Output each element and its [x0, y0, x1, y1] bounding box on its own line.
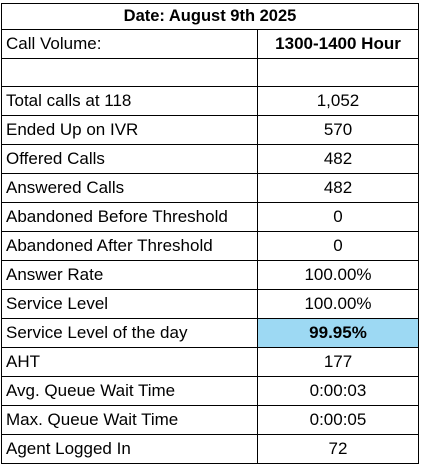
row-label: Service Level of the day [1, 318, 258, 348]
row-value: 72 [257, 434, 419, 464]
row-label: Avg. Queue Wait Time [1, 376, 258, 406]
row-label: Agent Logged In [1, 434, 258, 464]
row-value: 1,052 [257, 86, 419, 116]
row-value: 482 [257, 144, 419, 174]
row-label: Offered Calls [1, 144, 258, 174]
hour-range-header: 1300-1400 Hour [257, 29, 419, 59]
blank-cell [257, 58, 419, 87]
table-row-service-level: Service Level 100.00% [1, 289, 419, 319]
blank-cell [1, 58, 258, 87]
table-row-abandoned-before: Abandoned Before Threshold 0 [1, 202, 419, 232]
row-label: Abandoned After Threshold [1, 231, 258, 261]
row-label: AHT [1, 347, 258, 377]
row-label: Total calls at 118 [1, 86, 258, 116]
row-value: 177 [257, 347, 419, 377]
row-value: 100.00% [257, 289, 419, 319]
row-value: 570 [257, 115, 419, 145]
row-label: Answer Rate [1, 260, 258, 290]
table-row-agent-logged-in: Agent Logged In 72 [1, 434, 419, 464]
table-row-offered-calls: Offered Calls 482 [1, 144, 419, 174]
highlighted-value: 99.95% [257, 318, 419, 348]
row-value: 482 [257, 173, 419, 203]
table-row-total-calls: Total calls at 118 1,052 [1, 86, 419, 116]
table-row-max-queue-wait: Max. Queue Wait Time 0:00:05 [1, 405, 419, 435]
row-value: 0 [257, 202, 419, 232]
table-row-avg-queue-wait: Avg. Queue Wait Time 0:00:03 [1, 376, 419, 406]
call-volume-label: Call Volume: [1, 29, 258, 59]
header-row: Call Volume: 1300-1400 Hour [1, 29, 419, 59]
row-label: Ended Up on IVR [1, 115, 258, 145]
row-label: Answered Calls [1, 173, 258, 203]
table-row-service-level-day: Service Level of the day 99.95% [1, 318, 419, 348]
table-row-ended-on-ivr: Ended Up on IVR 570 [1, 115, 419, 145]
table-row-abandoned-after: Abandoned After Threshold 0 [1, 231, 419, 261]
table-row-aht: AHT 177 [1, 347, 419, 377]
row-value: 0:00:03 [257, 376, 419, 406]
row-label: Max. Queue Wait Time [1, 405, 258, 435]
call-volume-report-table: Date: August 9th 2025 Call Volume: 1300-… [1, 3, 419, 464]
row-label: Abandoned Before Threshold [1, 202, 258, 232]
blank-row [1, 58, 419, 87]
row-label: Service Level [1, 289, 258, 319]
table-row-answered-calls: Answered Calls 482 [1, 173, 419, 203]
table-row-answer-rate: Answer Rate 100.00% [1, 260, 419, 290]
title-row: Date: August 9th 2025 [1, 3, 419, 30]
row-value: 100.00% [257, 260, 419, 290]
row-value: 0 [257, 231, 419, 261]
row-value: 0:00:05 [257, 405, 419, 435]
report-date-title: Date: August 9th 2025 [1, 3, 419, 30]
